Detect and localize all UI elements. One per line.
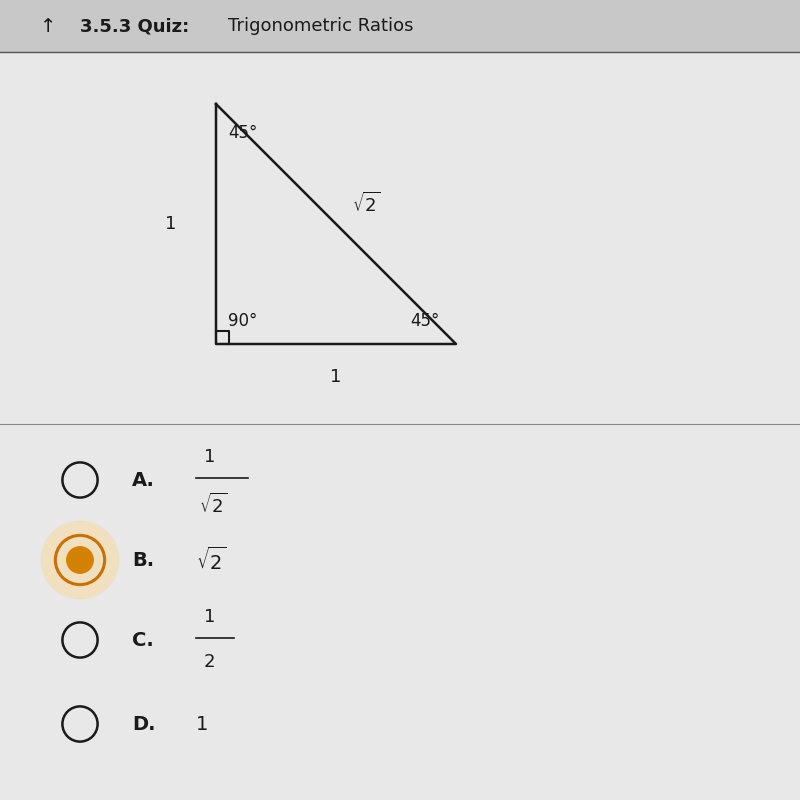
Text: 1: 1 [196, 714, 208, 734]
Text: 1: 1 [330, 368, 342, 386]
Text: 90°: 90° [228, 312, 258, 330]
Text: B.: B. [132, 550, 154, 570]
Circle shape [67, 547, 93, 573]
Text: A.: A. [132, 470, 155, 490]
Text: 45°: 45° [228, 124, 258, 142]
Text: Trigonometric Ratios: Trigonometric Ratios [228, 18, 414, 35]
Text: D.: D. [132, 714, 155, 734]
Text: 2: 2 [204, 653, 215, 670]
Text: 1: 1 [204, 608, 215, 626]
Text: 1: 1 [165, 215, 176, 233]
Text: $\sqrt{2}$: $\sqrt{2}$ [196, 546, 226, 574]
FancyBboxPatch shape [0, 0, 800, 52]
Text: ↑: ↑ [40, 17, 56, 36]
Text: 3.5.3 Quiz:: 3.5.3 Quiz: [80, 18, 190, 35]
Text: 1: 1 [204, 447, 215, 466]
Text: $\sqrt{2}$: $\sqrt{2}$ [352, 192, 381, 216]
Circle shape [42, 522, 118, 598]
Text: C.: C. [132, 630, 154, 650]
Text: 45°: 45° [410, 312, 440, 330]
Text: $\sqrt{2}$: $\sqrt{2}$ [199, 493, 228, 517]
